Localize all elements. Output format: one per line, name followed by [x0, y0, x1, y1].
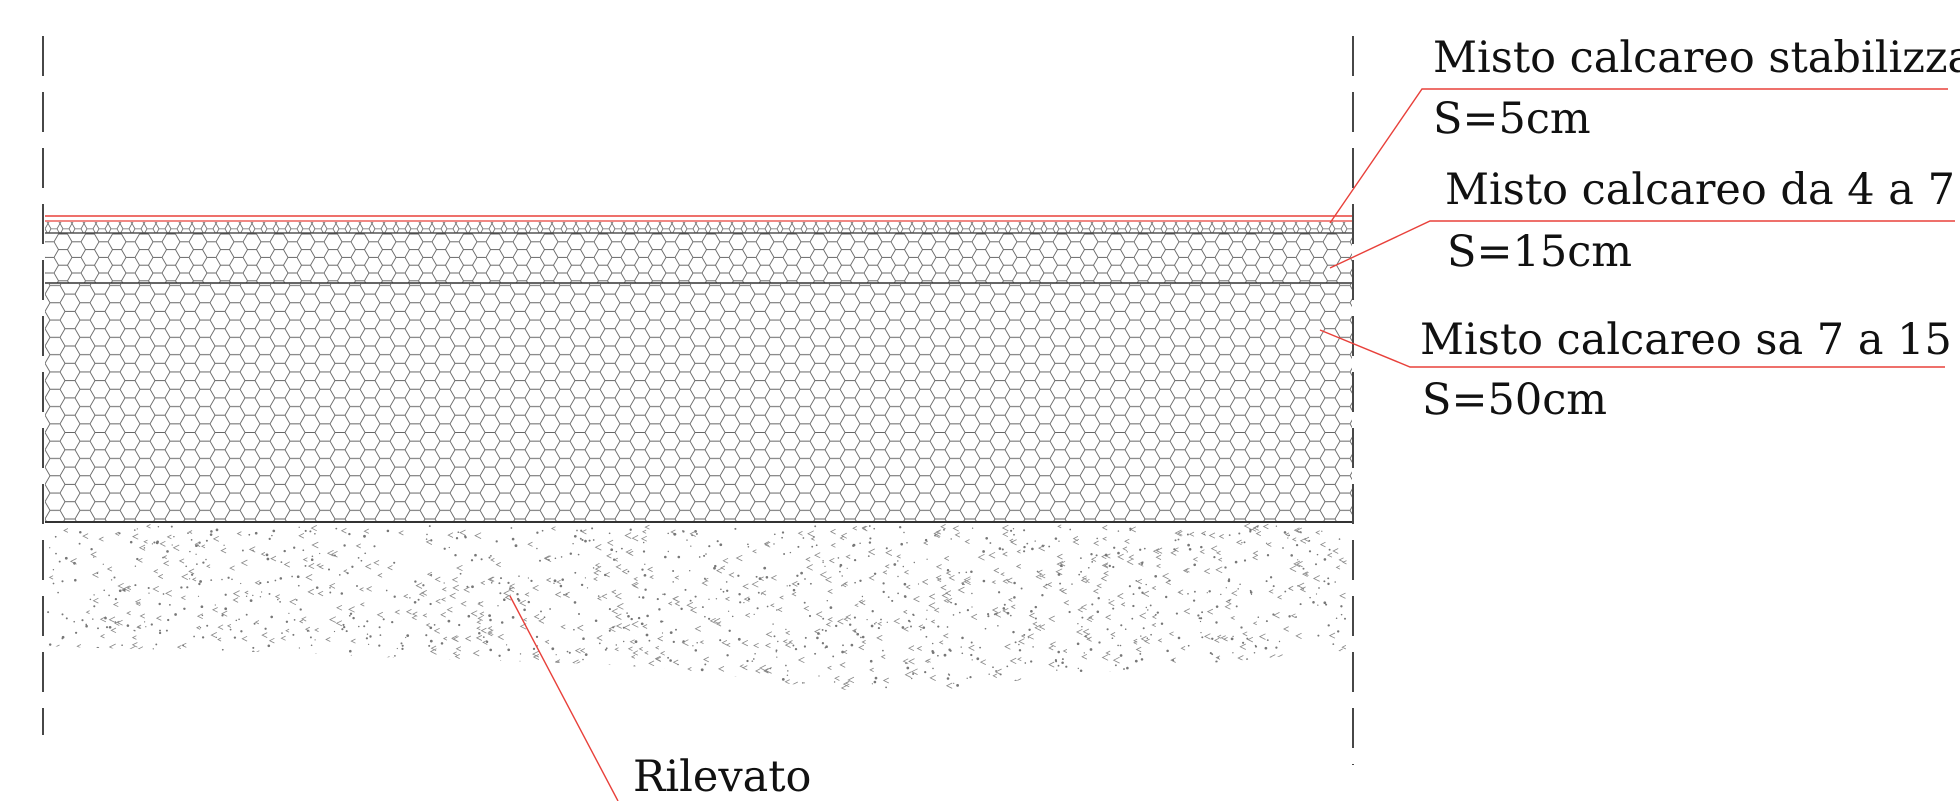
label-rilevato: Rilevato [633, 752, 811, 801]
leader-lines [509, 88, 1955, 801]
leader-4-7cm [1329, 220, 1955, 269]
layer-4-7cm [45, 233, 1352, 284]
label-stabilizzato-name: Misto calcareo stabilizzato [1433, 33, 1960, 83]
label-7-15cm-thickness: S=50cm [1422, 375, 1607, 425]
label-7-15cm-name: Misto calcareo sa 7 a 15 cm [1420, 315, 1960, 365]
label-4-7cm-name: Misto calcareo da 4 a 7 cm [1445, 165, 1960, 215]
leader-rilevato [509, 595, 619, 801]
layer-7-15cm [45, 283, 1352, 523]
label-stabilizzato-thickness: S=5cm [1433, 94, 1591, 144]
label-4-7cm-thickness: S=15cm [1447, 227, 1632, 277]
subgrade-rilevato [47, 522, 1352, 692]
leader-stabilizzato [1329, 88, 1948, 224]
layer-stabilizzato [45, 215, 1352, 234]
leader-7-15cm [1319, 329, 1945, 368]
